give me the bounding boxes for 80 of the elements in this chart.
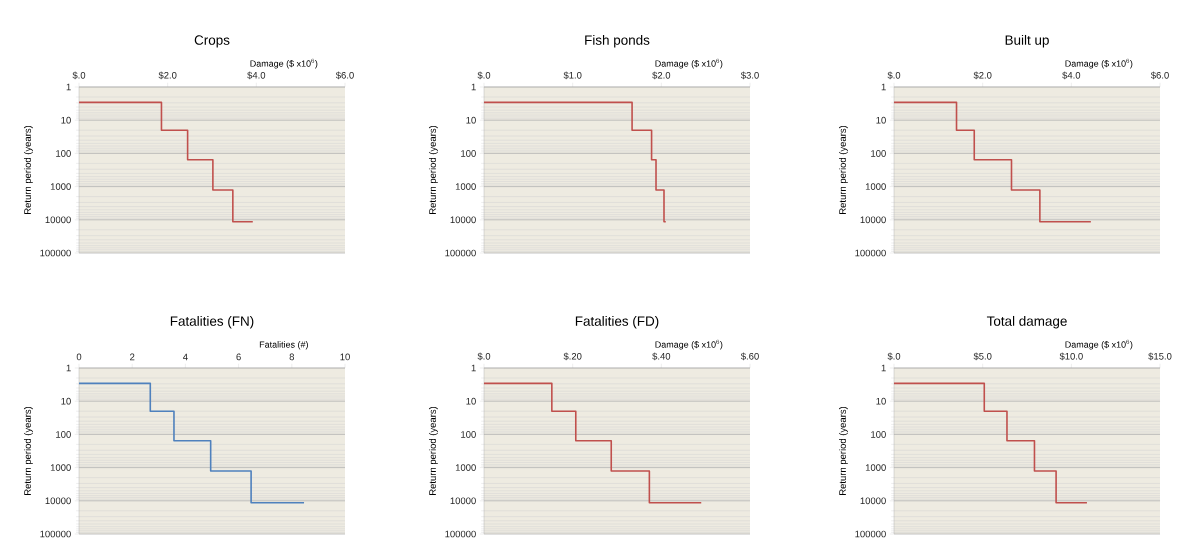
y-axis-title: Return period (years) xyxy=(838,406,848,495)
y-tick-label: 1000 xyxy=(865,183,886,190)
y-tick-label: 100 xyxy=(871,431,886,438)
x-tick-label: $.0 xyxy=(72,71,86,80)
y-tick-label: 10000 xyxy=(45,216,71,224)
x-tick-label: $5.0 xyxy=(973,352,992,361)
y-tick-label: 1 xyxy=(471,364,476,372)
y-tick-label: 100000 xyxy=(855,249,886,257)
x-tick-label: $2.0 xyxy=(652,71,671,80)
x-axis-title: Damage ($ x10$^{6}$) xyxy=(1065,58,1133,69)
chart-title: Fish ponds xyxy=(585,34,650,48)
x-tick-label: $2.0 xyxy=(158,71,177,80)
y-tick-label: 10 xyxy=(876,397,886,405)
x-tick-label: 8 xyxy=(289,353,295,361)
chart-title: Fatalities (FN) xyxy=(170,315,254,329)
y-tick-label: 100 xyxy=(461,150,476,157)
x-tick-label: $4.0 xyxy=(1062,71,1081,80)
x-tick-label: $.60 xyxy=(740,352,759,361)
y-axis-title: Return period (years) xyxy=(428,406,438,495)
chart-title: Crops xyxy=(194,35,230,48)
x-tick-label: $.0 xyxy=(477,71,491,80)
y-tick-label: 1000 xyxy=(50,183,71,190)
y-tick-label: 100 xyxy=(871,150,886,157)
y-tick-label: 1000 xyxy=(455,183,476,190)
x-tick-label: $6.0 xyxy=(335,71,354,80)
x-tick-label: $3.0 xyxy=(740,71,759,80)
y-axis-title: Return period (years) xyxy=(23,125,33,214)
x-tick-label: 2 xyxy=(130,353,135,361)
x-tick-label: 10 xyxy=(340,353,350,361)
y-tick-label: 10000 xyxy=(45,497,71,505)
x-tick-label: 6 xyxy=(236,353,241,361)
y-tick-label: 100000 xyxy=(855,530,886,538)
y-tick-label: 1 xyxy=(66,83,71,91)
y-tick-label: 100 xyxy=(56,150,71,157)
x-tick-label: $.0 xyxy=(887,352,901,361)
x-tick-label: 0 xyxy=(76,353,82,361)
y-tick-label: 100000 xyxy=(40,249,71,257)
chart-title: Fatalities (FD) xyxy=(575,315,659,329)
x-axis-title: Damage ($ x10$^{6}$) xyxy=(1065,339,1133,350)
x-tick-label: $6.0 xyxy=(1150,71,1169,80)
y-axis-title: Return period (years) xyxy=(23,406,33,495)
y-tick-label: 1000 xyxy=(865,464,886,471)
y-axis-title: Return period (years) xyxy=(428,125,438,214)
y-tick-label: 1 xyxy=(66,364,71,372)
y-tick-label: 10000 xyxy=(450,497,476,505)
y-axis-title: Return period (years) xyxy=(838,125,848,214)
y-tick-label: 10 xyxy=(466,116,476,124)
y-tick-label: 10 xyxy=(61,116,71,124)
y-tick-label: 10000 xyxy=(860,497,886,505)
y-tick-label: 1000 xyxy=(50,464,71,471)
x-tick-label: $.0 xyxy=(477,352,491,361)
y-tick-label: 10 xyxy=(876,116,886,124)
x-axis-title: Damage ($ x10$^{6}$) xyxy=(250,58,318,69)
x-tick-label: $.20 xyxy=(563,352,582,361)
y-tick-label: 10000 xyxy=(450,216,476,224)
y-tick-label: 100000 xyxy=(445,530,476,538)
y-tick-label: 10000 xyxy=(860,216,886,224)
x-axis-title: Damage ($ x10$^{6}$) xyxy=(655,339,723,350)
y-tick-label: 1 xyxy=(471,83,476,91)
x-tick-label: $15.0 xyxy=(1148,352,1172,361)
y-tick-label: 100000 xyxy=(445,249,476,257)
y-tick-label: 1 xyxy=(881,83,886,91)
x-tick-label: $10.0 xyxy=(1059,352,1083,361)
y-tick-label: 100 xyxy=(461,431,476,438)
x-tick-label: $4.0 xyxy=(247,71,266,80)
y-tick-label: 1000 xyxy=(455,464,476,471)
y-tick-label: 10 xyxy=(61,397,71,405)
y-tick-label: 100 xyxy=(56,431,71,438)
x-tick-label: $2.0 xyxy=(973,71,992,80)
x-tick-label: $1.0 xyxy=(563,71,582,80)
x-tick-label: 4 xyxy=(182,353,188,361)
chart-title: Built up xyxy=(1005,34,1049,48)
y-tick-label: 100000 xyxy=(40,530,71,538)
x-tick-label: $.40 xyxy=(652,352,671,361)
x-axis-title: Damage ($ x10$^{6}$) xyxy=(655,58,723,69)
x-axis-title: Fatalities (#) xyxy=(259,341,308,350)
y-tick-label: 1 xyxy=(881,364,886,372)
y-tick-label: 10 xyxy=(466,397,476,405)
chart-title: Total damage xyxy=(986,315,1067,329)
x-tick-label: $.0 xyxy=(887,71,901,80)
